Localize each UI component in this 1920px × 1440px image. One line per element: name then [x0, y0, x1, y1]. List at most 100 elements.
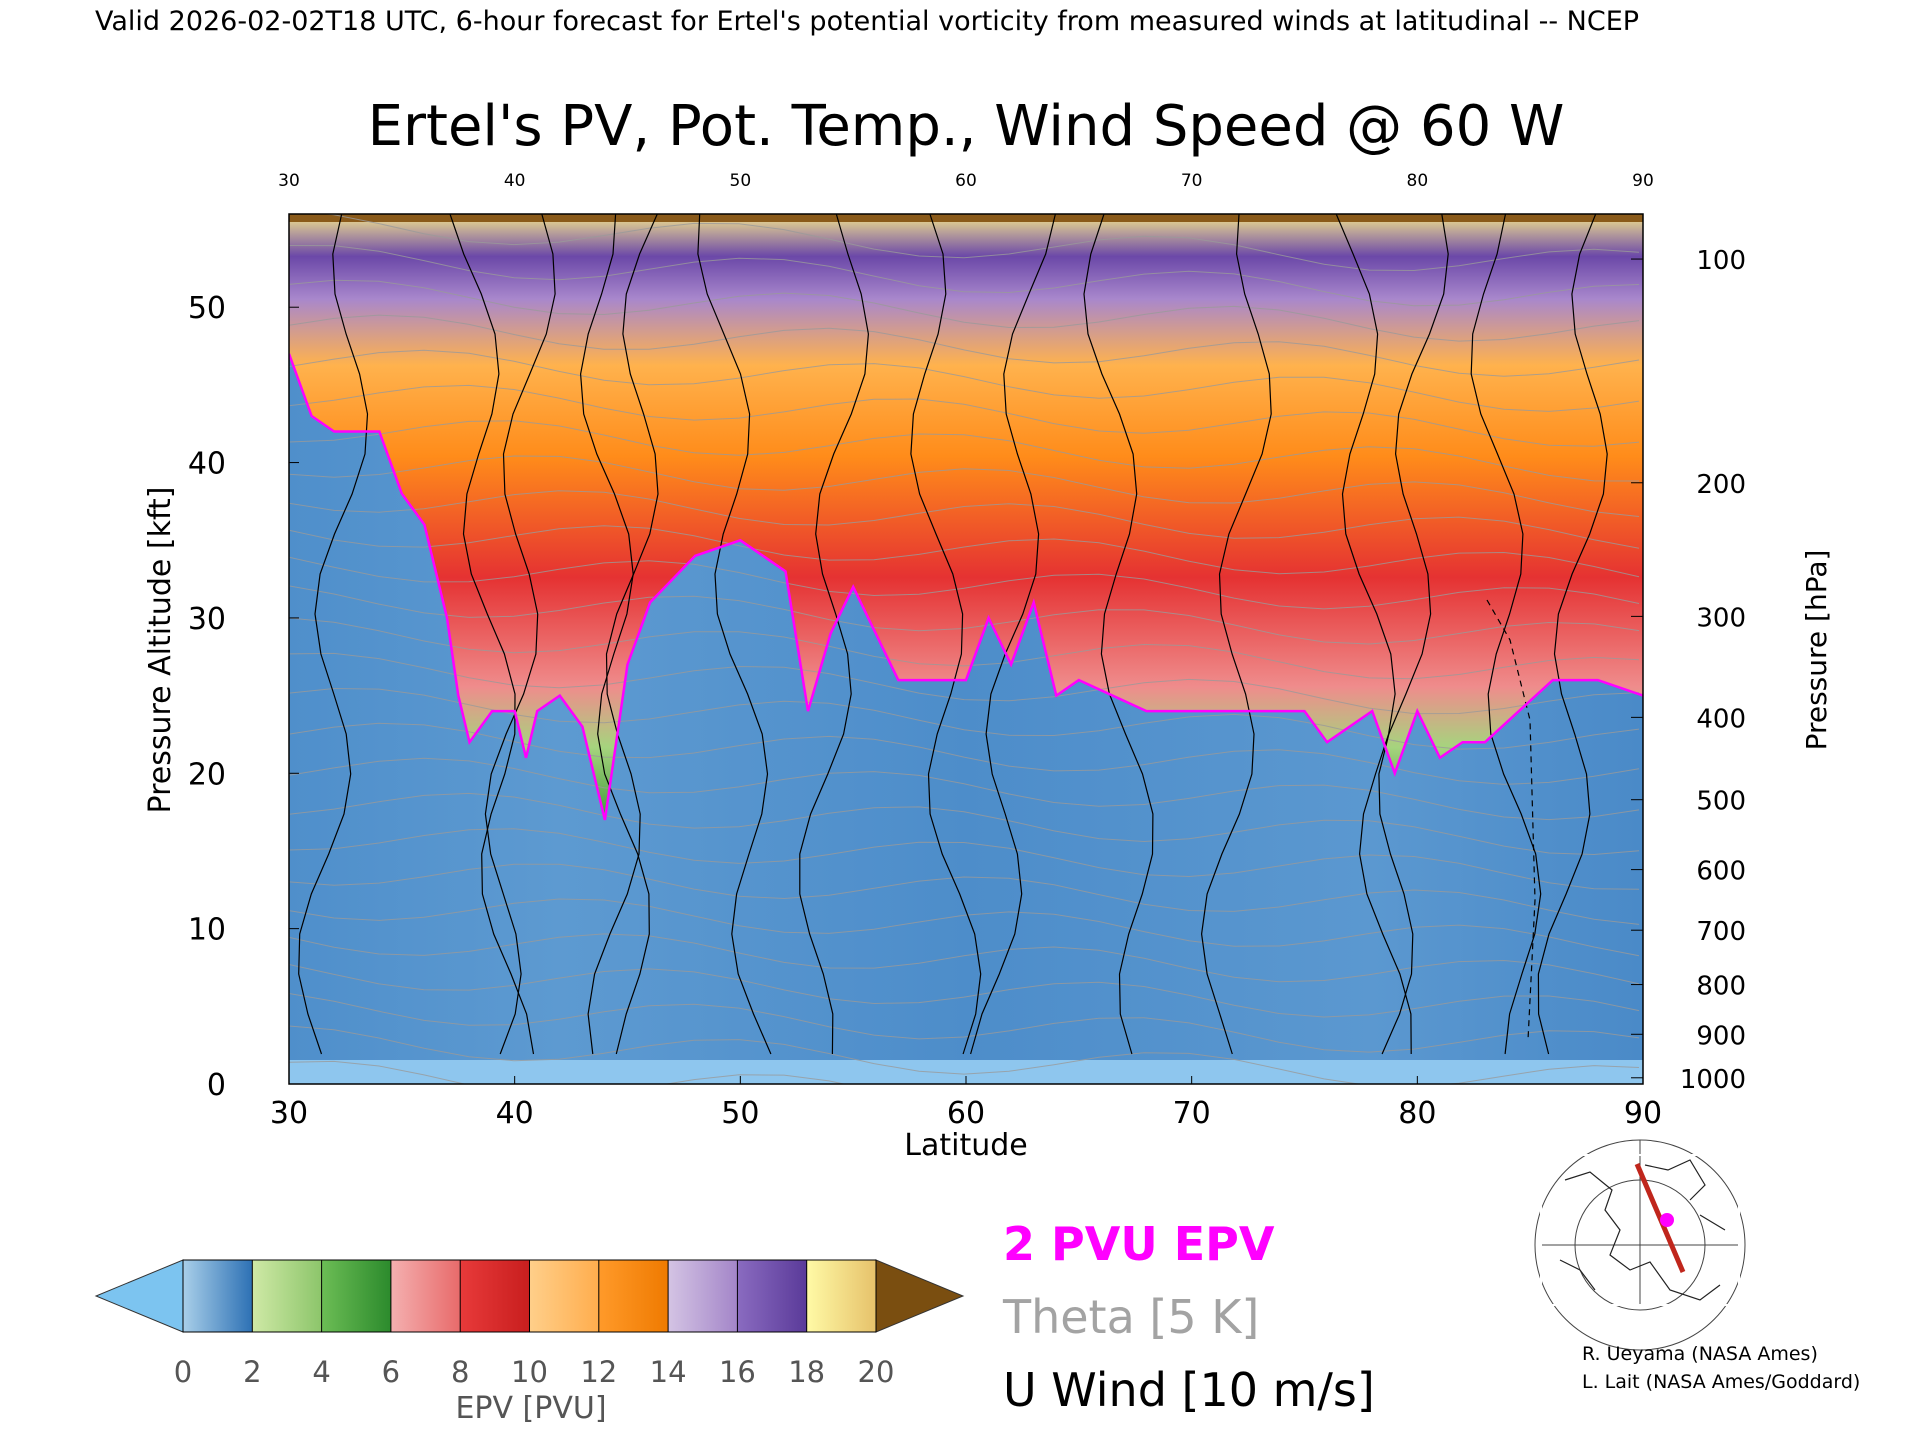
- x-tick-label: 90: [1624, 1096, 1662, 1131]
- u-wind-contour: [1470, 214, 1542, 1055]
- colorbar-tick-label: 10: [511, 1355, 548, 1389]
- x-tick-label: 80: [1398, 1096, 1436, 1131]
- u-wind-contour: [587, 214, 659, 1055]
- theta-contour: [289, 279, 1640, 342]
- y-tick-label: 40: [188, 447, 226, 482]
- u-wind-contour: [579, 214, 650, 1055]
- x-top-tick-label: 50: [730, 171, 752, 191]
- pv2-boundary-line: [289, 353, 1643, 821]
- u-wind-contour: [697, 214, 772, 1055]
- x-tick-label: 30: [270, 1096, 308, 1131]
- chart-title: Ertel's PV, Pot. Temp., Wind Speed @ 60 …: [368, 94, 1565, 159]
- colorbar-band: [321, 1260, 392, 1332]
- y-axis-left: 0 10 20 30 40 50: [188, 291, 299, 1103]
- x-top-tick-label: 40: [504, 171, 526, 191]
- u-wind-contour: [1200, 214, 1272, 1055]
- x-top-tick-label: 30: [278, 171, 300, 191]
- x-axis-top: 30 40 50 60 70 80 90: [278, 171, 1654, 191]
- colorbar-label: EPV [PVU]: [455, 1391, 606, 1426]
- theta-contour: [289, 828, 1640, 890]
- colorbar-tick-label: 18: [788, 1355, 825, 1389]
- y-tick-label: 0: [207, 1068, 226, 1103]
- u-wind-contour: [970, 214, 1056, 1055]
- valid-header: Valid 2026-02-02T18 UTC, 6-hour forecast…: [95, 6, 1639, 37]
- u-wind-contour: [1537, 214, 1608, 1055]
- x-axis-bottom: 30 40 50 60 70 80 90: [270, 1076, 1662, 1131]
- theta-contour: [289, 585, 1640, 645]
- y-tick-label: 30: [188, 602, 226, 637]
- pressure-tick-label: 400: [1696, 704, 1746, 734]
- colorbar: 0 2 4 6 8 10 12 14 16 18 20: [94, 1259, 965, 1389]
- u-wind-contour: [449, 214, 535, 1055]
- colorbar-tick-label: 0: [174, 1355, 192, 1389]
- map-coastline: [1559, 1159, 1726, 1301]
- x-top-tick-label: 70: [1181, 171, 1203, 191]
- theta-contour: [289, 863, 1640, 925]
- colorbar-tick-label: 4: [312, 1355, 330, 1389]
- theta-contour: [322, 214, 1640, 272]
- pressure-tick-label: 900: [1696, 1021, 1746, 1051]
- theta-contour: [289, 245, 1640, 307]
- x-tick-label: 60: [947, 1096, 985, 1131]
- u-wind-contour: [910, 214, 982, 1055]
- stratosphere-fill: [289, 214, 1643, 820]
- plot-area: [289, 214, 1643, 1084]
- pressure-tick-label: 300: [1696, 603, 1746, 633]
- theta-contour: [289, 349, 1640, 412]
- colorbar-tick-label: 14: [650, 1355, 687, 1389]
- section-marker: [1660, 1213, 1674, 1227]
- y-axis-right-label: Pressure [hPa]: [1800, 550, 1833, 751]
- theta-contour: [289, 384, 1640, 447]
- colorbar-band: [737, 1260, 808, 1332]
- u-wind-contours: [298, 214, 1608, 1055]
- theta-contour: [289, 792, 1640, 856]
- y-tick-label: 10: [188, 913, 226, 948]
- legend-theta: Theta [5 K]: [1002, 1290, 1259, 1344]
- theta-contour: [289, 993, 1640, 1053]
- theta-contour: [289, 556, 1640, 610]
- credit-lait: L. Lait (NASA Ames/Goddard): [1582, 1371, 1860, 1393]
- colorbar-band: [390, 1260, 461, 1332]
- theta-contour: [289, 420, 1640, 482]
- colorbar-band: [668, 1260, 738, 1332]
- x-axis-label: Latitude: [904, 1128, 1027, 1163]
- y-tick-label: 20: [188, 757, 226, 792]
- colorbar-band: [252, 1260, 323, 1332]
- colorbar-band: [529, 1260, 600, 1332]
- colorbar-tick-label: 2: [243, 1355, 261, 1389]
- theta-contour: [289, 722, 1640, 785]
- legend-pv2: 2 PVU EPV: [1003, 1217, 1275, 1271]
- pressure-tick-label: 100: [1696, 246, 1746, 276]
- colorbar-tick-label: 20: [858, 1355, 895, 1389]
- legend-uwind: U Wind [10 m/s]: [1003, 1363, 1375, 1417]
- x-top-tick-label: 60: [955, 171, 977, 191]
- colorbar-over-arrow: [875, 1259, 965, 1333]
- u-wind-contour: [484, 214, 556, 1055]
- u-wind-contour: [1083, 214, 1154, 1055]
- x-top-tick-label: 80: [1407, 171, 1429, 191]
- pressure-tick-label: 600: [1696, 857, 1746, 887]
- theta-contour: [289, 525, 1640, 578]
- pressure-tick-label: 500: [1696, 787, 1746, 817]
- u-wind-contour-negative: [1486, 599, 1536, 1041]
- u-wind-contour: [1335, 214, 1412, 1055]
- theta-contour: [289, 1025, 1640, 1084]
- theta-contour: [289, 314, 1640, 377]
- pressure-tick-label: 200: [1696, 470, 1746, 500]
- colorbar-under-arrow: [94, 1259, 184, 1333]
- y-tick-label: 50: [188, 291, 226, 326]
- theta-contour: [289, 490, 1640, 549]
- colorbar-tick-label: 12: [580, 1355, 617, 1389]
- theta-contour: [289, 455, 1640, 517]
- theta-contour: [289, 933, 1640, 985]
- colorbar-tick-label: 16: [719, 1355, 756, 1389]
- theta-contours: [289, 214, 1640, 1084]
- y-axis-label: Pressure Altitude [kft]: [143, 487, 178, 814]
- colorbar-frame: [182, 1259, 877, 1333]
- theta-contour: [289, 757, 1640, 821]
- pressure-tick-label: 700: [1696, 917, 1746, 947]
- pressure-tick-label: 1000: [1680, 1065, 1746, 1095]
- colorbar-band: [460, 1260, 530, 1332]
- theta-contour: [289, 898, 1640, 957]
